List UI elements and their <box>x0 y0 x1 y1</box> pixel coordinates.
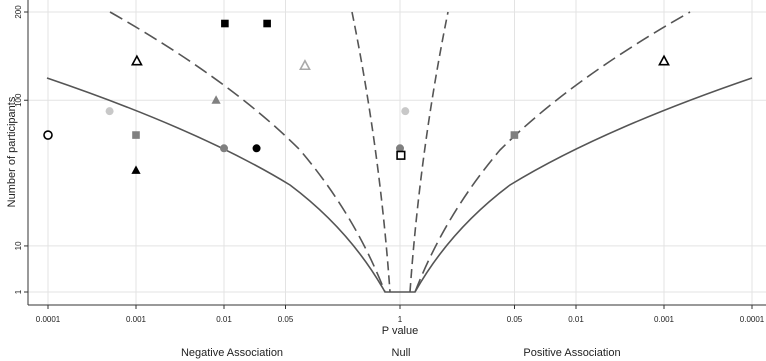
x-tick-label: 0.01 <box>216 315 232 324</box>
point <box>263 19 271 28</box>
x-tick-label: 0.001 <box>654 315 675 324</box>
annotation: Positive Association <box>523 347 620 359</box>
point <box>221 19 229 28</box>
x-tick-label: 0.05 <box>507 315 523 324</box>
x-tick-label: 0.01 <box>568 315 584 324</box>
x-axis-label: P value <box>382 325 419 337</box>
contour-solid <box>46 77 753 293</box>
point <box>396 144 404 153</box>
point <box>211 95 221 104</box>
point <box>401 107 410 116</box>
point <box>105 107 114 116</box>
point <box>510 131 519 139</box>
point <box>396 150 406 160</box>
y-tick-label: 1 <box>14 289 23 294</box>
contour-long-dash <box>109 11 691 293</box>
y-axis-label: Number of participants <box>6 96 18 207</box>
point <box>130 54 143 66</box>
x-tick-label: 0.0001 <box>36 315 61 324</box>
x-tick-label: 1 <box>398 315 403 324</box>
point <box>43 130 53 140</box>
point <box>220 144 228 153</box>
annotation: Negative Association <box>181 347 283 359</box>
contour-short-dash <box>351 11 449 293</box>
annotation: Null <box>392 347 411 359</box>
point <box>131 165 141 174</box>
y-tick-label: 100 <box>14 93 23 107</box>
point <box>252 144 261 153</box>
y-tick-label: 10 <box>14 241 23 250</box>
x-tick-label: 0.001 <box>126 315 147 324</box>
point <box>299 59 311 71</box>
point <box>658 54 670 66</box>
point <box>132 131 140 139</box>
y-tick-label: 200 <box>14 5 23 19</box>
x-tick-label: 0.05 <box>278 315 294 324</box>
x-tick-label: 0.0001 <box>740 315 765 324</box>
